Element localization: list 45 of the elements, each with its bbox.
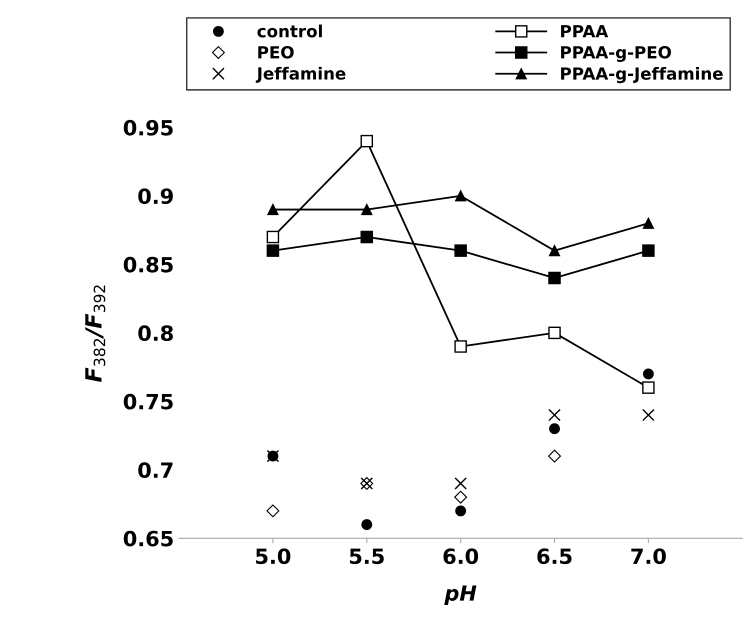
y-tick-label: 0.7	[138, 462, 173, 478]
legend-label: PPAA-g-PEO	[561, 46, 671, 62]
point	[549, 423, 560, 434]
point	[266, 244, 280, 257]
point	[454, 340, 467, 353]
y-axis-title: F$_{382}$/F$_{392}$	[85, 285, 106, 382]
legend-label: PEO	[258, 46, 294, 59]
y-tick-label: 0.85	[124, 256, 173, 273]
x-tick-label: 6.5	[537, 548, 572, 564]
point	[360, 134, 374, 148]
point	[642, 381, 655, 394]
legend-label: PPAA	[561, 25, 608, 38]
point	[548, 245, 560, 256]
y-tick-label: 0.9	[138, 188, 173, 204]
x-tick-label: 5.5	[350, 548, 384, 564]
point	[642, 244, 655, 257]
y-tick-label: 0.65	[124, 530, 173, 546]
legend-label: Jeffamine	[256, 66, 346, 83]
point	[455, 505, 466, 516]
point	[266, 230, 280, 244]
x-tick-label: 6.0	[443, 548, 478, 564]
point	[267, 204, 278, 216]
point	[642, 408, 655, 422]
y-tick-label: 0.95	[124, 120, 173, 136]
point	[642, 368, 654, 380]
point	[454, 244, 467, 257]
x-tick-label: 7.0	[631, 548, 666, 564]
y-tick-label: 0.8	[138, 325, 173, 342]
point	[361, 519, 372, 530]
point	[361, 204, 372, 216]
point	[548, 326, 561, 340]
point	[548, 450, 561, 463]
point	[454, 490, 468, 504]
point	[548, 408, 561, 422]
point	[454, 477, 467, 490]
point	[548, 272, 561, 284]
point	[266, 504, 280, 518]
legend-label: PPAA-g-Jeffamine	[561, 66, 723, 84]
point	[642, 218, 654, 229]
legend-label: control	[257, 24, 322, 38]
x-tick-label: 5.0	[256, 548, 290, 564]
point	[455, 190, 466, 202]
point	[360, 230, 374, 244]
y-tick-label: 0.75	[124, 394, 173, 410]
x-axis-title: pH	[444, 585, 476, 605]
